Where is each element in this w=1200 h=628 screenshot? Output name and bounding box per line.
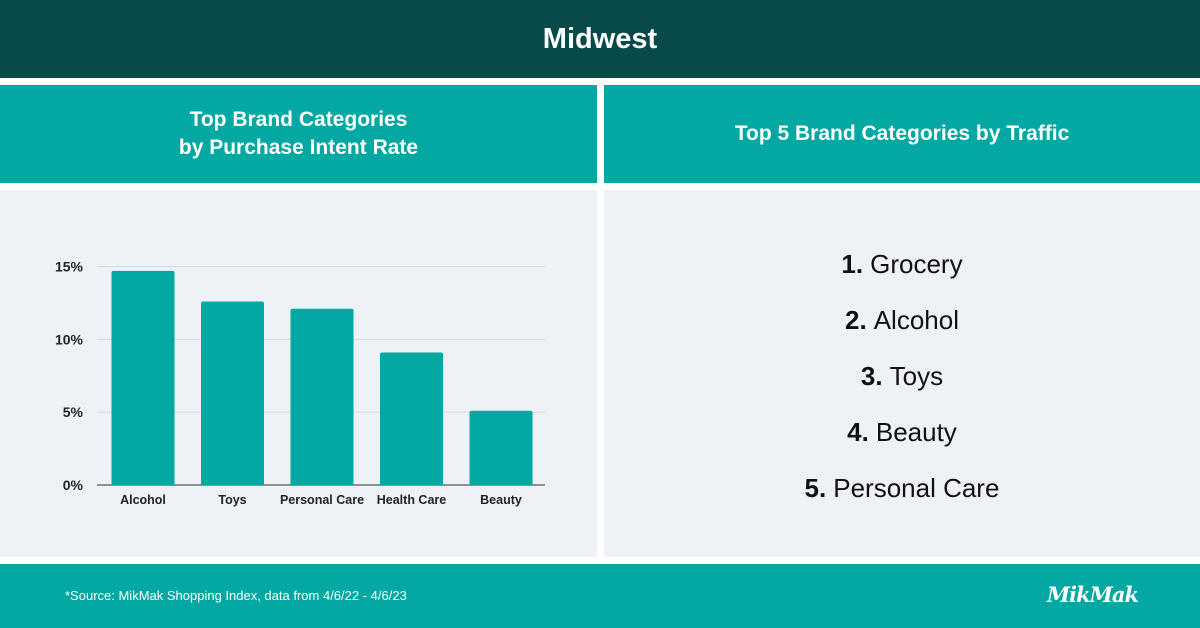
ranking-label: Personal Care	[833, 472, 1000, 503]
ranking-number: 4.	[847, 416, 869, 447]
left-panel-title: Top Brand Categories by Purchase Intent …	[179, 106, 418, 162]
left-panel-title-line-1: Top Brand Categories	[189, 108, 408, 131]
brand-logo[interactable]: MikMak	[1046, 582, 1139, 607]
ranking-number: 2.	[845, 304, 867, 335]
y-tick-label: 10%	[55, 331, 84, 347]
bar	[111, 270, 175, 485]
left-panel-header: Top Brand Categories by Purchase Intent …	[0, 85, 597, 183]
ranking-label: Toys	[889, 360, 944, 391]
ranking-item: 4. Beauty	[604, 404, 1200, 460]
ranking-panel: 1. Grocery 2. Alcohol 3. Toys 4. Beauty …	[604, 190, 1200, 557]
ranking-item: 1. Grocery	[604, 236, 1200, 292]
bar	[380, 352, 443, 485]
bar	[469, 410, 533, 485]
ranking-list: 1. Grocery 2. Alcohol 3. Toys 4. Beauty …	[604, 236, 1200, 516]
x-tick-label: Personal Care	[280, 493, 364, 507]
bar-chart: 0% 5% 10% 15% Alcohol Toys Personal Care Health…	[55, 259, 545, 507]
right-panel-header: Top 5 Brand Categories by Traffic	[604, 85, 1200, 183]
x-tick-label: Beauty	[480, 493, 522, 507]
source-note: *Source: MikMak Shopping Index, data fro…	[65, 588, 407, 603]
ranking-label: Alcohol	[873, 304, 959, 335]
bar	[201, 301, 264, 485]
ranking-label: Grocery	[870, 248, 963, 279]
ranking-label: Beauty	[875, 416, 957, 447]
ranking-item: 5. Personal Care	[604, 460, 1200, 516]
left-panel-title-line-2: by Purchase Intent Rate	[178, 136, 419, 159]
ranking-item: 3. Toys	[604, 348, 1200, 404]
y-tick-label: 15%	[55, 259, 84, 275]
page-title: Midwest	[542, 22, 658, 55]
ranking-number: 1.	[841, 248, 864, 279]
bar	[290, 308, 354, 485]
ranking-item: 2. Alcohol	[604, 292, 1200, 348]
x-tick-label: Alcohol	[120, 493, 166, 507]
footer: *Source: MikMak Shopping Index, data fro…	[0, 564, 1200, 628]
chart-panel: 0% 5% 10% 15% Alcohol Toys Personal Care Health…	[0, 190, 597, 557]
y-tick-label: 5%	[63, 404, 84, 420]
ranking-number: 3.	[860, 360, 883, 391]
ranking-number: 5.	[804, 472, 827, 503]
x-tick-label: Health Care	[377, 493, 447, 507]
y-tick-label: 0%	[63, 477, 84, 493]
x-tick-label: Toys	[218, 493, 246, 507]
title-bar: Midwest	[0, 0, 1200, 78]
right-panel-title: Top 5 Brand Categories by Traffic	[734, 122, 1070, 145]
